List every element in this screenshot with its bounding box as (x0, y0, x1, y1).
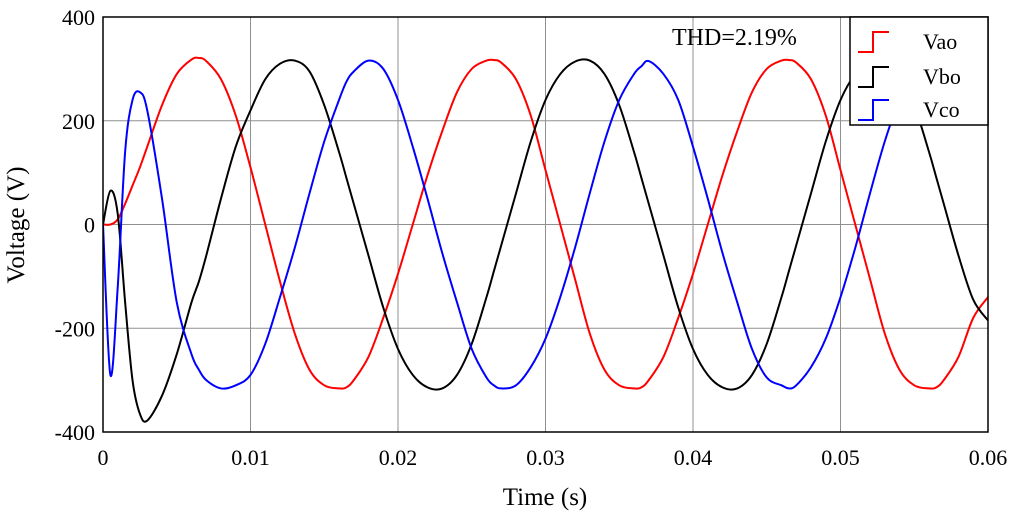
x-tick-label: 0.06 (969, 445, 1008, 470)
series-line-vao (103, 56, 988, 390)
y-tick-label: 0 (84, 213, 95, 238)
y-tick-label: -400 (55, 420, 95, 445)
x-tick-label: 0.01 (231, 445, 270, 470)
x-tick-label: 0.05 (821, 445, 860, 470)
legend-box (849, 16, 989, 126)
series-lines (103, 56, 988, 423)
legend-swatch-vao (858, 31, 889, 53)
x-tick-label: 0 (98, 445, 109, 470)
y-axis-title: Voltage (V) (3, 167, 30, 284)
grid-lines (103, 17, 988, 432)
legend-label-vbo: Vbo (923, 64, 961, 89)
series-line-vco (103, 59, 988, 390)
y-tick-label: -200 (55, 316, 95, 341)
y-tick-label: 200 (62, 109, 95, 134)
plot-frame (102, 16, 989, 433)
legend-label-vco: Vco (923, 97, 960, 122)
thd-annotation: THD=2.19% (672, 25, 797, 51)
legend-swatch-vbo (858, 66, 889, 88)
axis-ticks: 0 0.01 0.02 0.03 0.04 0.05 0.06 400 200 0 -200 -400 (55, 5, 1008, 470)
x-axis-title: Time (s) (503, 484, 588, 511)
legend-swatch-vco (858, 99, 889, 121)
x-tick-label: 0.03 (526, 445, 565, 470)
x-tick-label: 0.04 (674, 445, 713, 470)
legend-label-vao: Vao (923, 29, 957, 54)
series-line-vbo (103, 58, 988, 423)
legend: Vao Vbo Vco (849, 16, 989, 126)
y-tick-label: 400 (62, 5, 95, 30)
x-tick-label: 0.02 (379, 445, 418, 470)
